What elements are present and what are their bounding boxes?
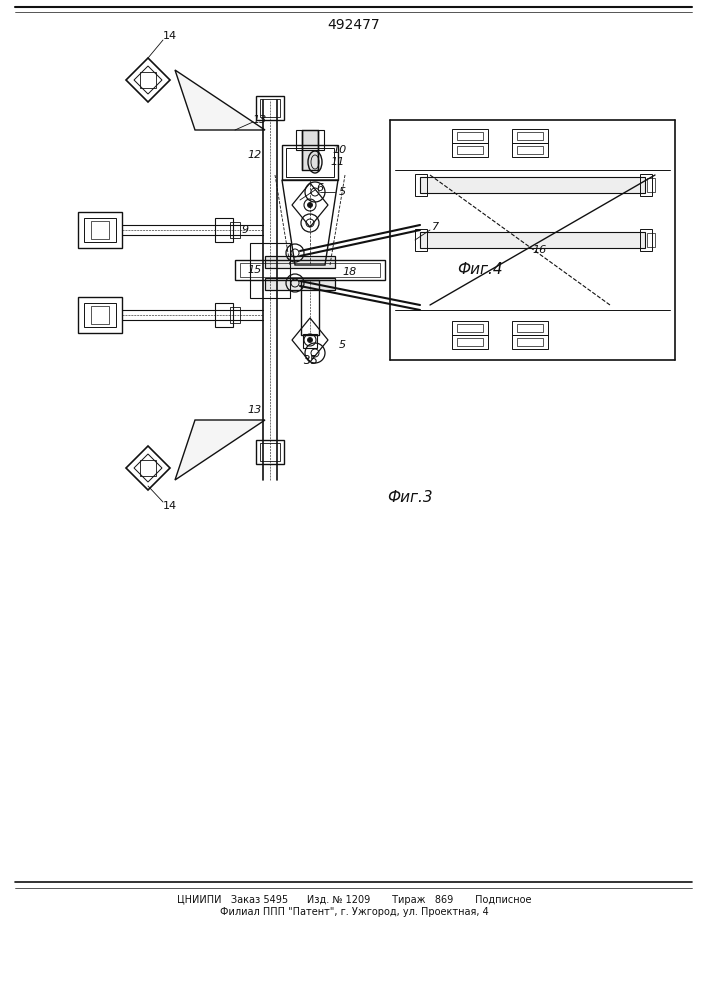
Bar bbox=[517, 146, 543, 154]
Bar bbox=[457, 132, 483, 140]
Text: 35: 35 bbox=[302, 354, 318, 366]
Bar bbox=[457, 324, 483, 332]
Text: 11: 11 bbox=[331, 157, 345, 167]
Text: 10: 10 bbox=[333, 145, 347, 155]
Bar bbox=[265, 256, 335, 268]
Bar bbox=[303, 334, 317, 348]
Bar bbox=[457, 338, 483, 346]
Bar bbox=[512, 129, 548, 143]
Bar bbox=[230, 307, 240, 323]
Text: 13: 13 bbox=[253, 115, 267, 125]
Bar bbox=[140, 460, 156, 476]
Polygon shape bbox=[175, 420, 265, 480]
Bar bbox=[215, 303, 233, 327]
Bar bbox=[250, 243, 290, 298]
Text: 492477: 492477 bbox=[327, 18, 380, 32]
Bar bbox=[420, 177, 645, 193]
Bar bbox=[457, 146, 483, 154]
Text: 15: 15 bbox=[248, 265, 262, 275]
Bar bbox=[452, 321, 488, 335]
Text: Фиг.3: Фиг.3 bbox=[387, 489, 433, 504]
Bar bbox=[452, 143, 488, 157]
Bar bbox=[84, 303, 116, 327]
Text: Филиал ППП "Патент", г. Ужгород, ул. Проектная, 4: Филиал ППП "Патент", г. Ужгород, ул. Про… bbox=[220, 907, 489, 917]
Text: 12: 12 bbox=[248, 150, 262, 160]
Bar bbox=[230, 222, 240, 238]
Bar bbox=[84, 218, 116, 242]
Bar bbox=[517, 324, 543, 332]
Text: 9: 9 bbox=[241, 225, 249, 235]
Text: 5: 5 bbox=[339, 340, 346, 350]
Bar bbox=[517, 338, 543, 346]
Text: 5: 5 bbox=[339, 187, 346, 197]
Circle shape bbox=[308, 202, 312, 208]
Bar bbox=[452, 335, 488, 349]
Bar bbox=[256, 96, 284, 120]
Bar bbox=[78, 297, 122, 333]
Bar bbox=[301, 280, 319, 335]
Bar bbox=[420, 232, 645, 248]
Text: Фиг.4: Фиг.4 bbox=[457, 262, 503, 277]
Text: 14: 14 bbox=[163, 501, 177, 511]
Bar bbox=[286, 148, 334, 177]
Text: 7: 7 bbox=[433, 222, 440, 232]
Bar bbox=[140, 72, 156, 88]
Bar bbox=[260, 99, 280, 117]
Bar bbox=[640, 229, 652, 251]
Bar bbox=[512, 321, 548, 335]
Text: 18: 18 bbox=[343, 267, 357, 277]
Bar bbox=[265, 278, 335, 290]
Bar bbox=[452, 129, 488, 143]
Circle shape bbox=[308, 338, 312, 342]
Bar bbox=[517, 132, 543, 140]
Bar bbox=[302, 130, 318, 170]
Bar bbox=[282, 145, 338, 180]
Bar bbox=[91, 306, 109, 324]
Bar bbox=[512, 143, 548, 157]
Bar bbox=[512, 335, 548, 349]
Bar bbox=[296, 130, 324, 150]
Bar bbox=[415, 229, 427, 251]
Bar bbox=[260, 443, 280, 461]
Text: 16: 16 bbox=[533, 245, 547, 255]
Bar bbox=[215, 218, 233, 242]
Bar bbox=[78, 212, 122, 248]
Polygon shape bbox=[175, 70, 265, 130]
Text: 14: 14 bbox=[163, 31, 177, 41]
Bar bbox=[256, 440, 284, 464]
Text: 6: 6 bbox=[317, 183, 324, 193]
Bar bbox=[647, 178, 655, 192]
Bar bbox=[640, 174, 652, 196]
Bar bbox=[647, 233, 655, 247]
Bar bbox=[415, 174, 427, 196]
Text: 13: 13 bbox=[248, 405, 262, 415]
Bar bbox=[240, 263, 380, 277]
Text: ЦНИИПИ   Заказ 5495      Изд. № 1209       Тираж   869       Подписное: ЦНИИПИ Заказ 5495 Изд. № 1209 Тираж 869 … bbox=[177, 895, 531, 905]
Bar bbox=[91, 221, 109, 239]
Bar bbox=[235, 260, 385, 280]
